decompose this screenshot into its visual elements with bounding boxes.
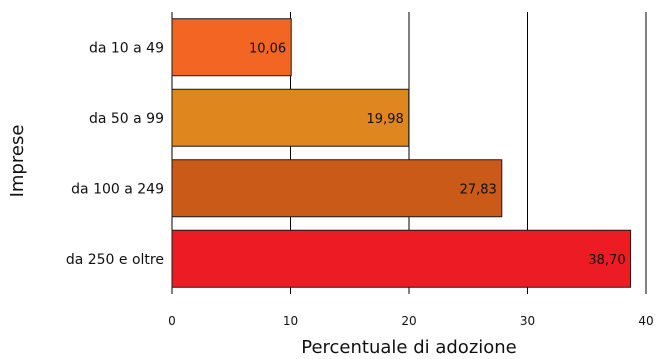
bar-1: [171, 88, 410, 147]
category-labels: da 10 a 49 da 50 a 99 da 100 a 249 da 250 e…: [66, 40, 164, 268]
x-tick-label-1: 10: [283, 314, 298, 328]
data-label-2: 27,83: [460, 182, 497, 197]
x-axis-title: Percentuale di adozione: [301, 337, 517, 358]
bars: 10,06 19,98 27,83 38,70: [171, 18, 632, 288]
data-label-0: 10,06: [249, 41, 286, 56]
bar-0: [171, 18, 292, 77]
bar-3: [171, 229, 632, 288]
data-label-3: 38,70: [588, 253, 625, 268]
category-label-0: da 10 a 49: [89, 40, 164, 56]
y-axis-title: Imprese: [7, 125, 28, 198]
x-tick-label-4: 40: [638, 314, 653, 328]
x-tick-labels: 0 10 20 30 40: [168, 314, 653, 328]
bar-2: [171, 159, 503, 218]
category-label-3: da 250 e oltre: [66, 252, 164, 268]
category-label-2: da 100 a 249: [71, 181, 164, 197]
x-tick-label-2: 20: [401, 314, 416, 328]
data-label-1: 19,98: [367, 112, 404, 127]
x-tick-label-0: 0: [168, 314, 176, 328]
category-label-1: da 50 a 99: [89, 111, 164, 127]
x-tick-label-3: 30: [520, 314, 535, 328]
